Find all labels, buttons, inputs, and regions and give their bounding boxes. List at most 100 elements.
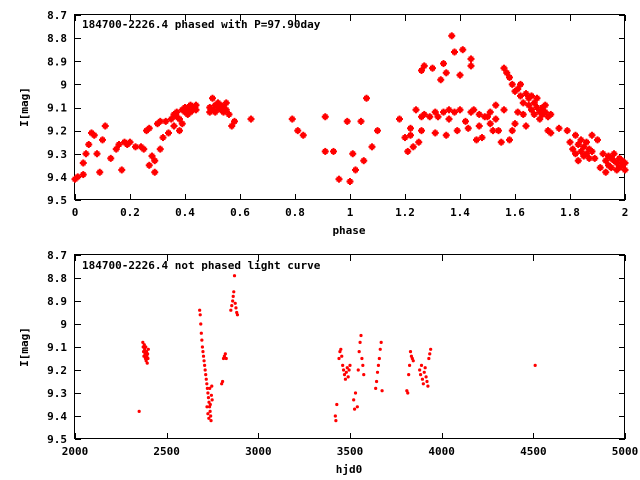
data-point: [74, 173, 82, 181]
data-point: [599, 150, 607, 158]
data-point: [616, 164, 623, 172]
data-point: [580, 143, 588, 151]
data-point: [137, 409, 141, 413]
data-point: [544, 127, 552, 135]
data-point: [539, 104, 546, 111]
data-point: [143, 127, 150, 135]
data-point: [341, 363, 345, 367]
x-tick-label: 0.4: [175, 206, 195, 219]
data-point: [492, 115, 500, 123]
data-point: [346, 178, 354, 185]
data-point: [206, 412, 210, 416]
data-point: [420, 62, 428, 70]
data-point: [475, 122, 483, 130]
y-tick-label: 9: [60, 318, 67, 331]
data-point: [519, 110, 527, 118]
data-point: [489, 127, 497, 135]
data-point: [217, 101, 225, 109]
data-point: [514, 108, 522, 116]
data-point: [206, 391, 210, 395]
data-point: [497, 138, 505, 146]
data-point: [85, 141, 93, 148]
x-tick-label: 1.2: [395, 206, 415, 219]
data-point: [118, 166, 126, 174]
data-point: [421, 382, 425, 386]
data-point: [374, 379, 379, 384]
data-point: [170, 110, 178, 118]
data-point: [233, 301, 237, 305]
data-point: [337, 356, 341, 361]
data-point: [222, 99, 230, 107]
data-point: [585, 154, 593, 162]
data-point: [519, 99, 527, 107]
data-point: [547, 110, 555, 118]
data-point: [357, 117, 365, 125]
data-point: [151, 157, 159, 165]
data-point: [528, 92, 535, 100]
chart-title-phased: 184700-2226.4 phased with P=97.90day: [82, 18, 321, 31]
data-point: [209, 94, 216, 102]
data-point: [228, 122, 236, 130]
data-point: [445, 115, 453, 123]
data-point: [412, 106, 420, 114]
data-point: [583, 150, 590, 158]
data-point: [198, 313, 202, 317]
data-point: [577, 136, 585, 144]
y-axis-label-phased: I[mag]: [18, 87, 31, 127]
data-point: [426, 384, 430, 388]
data-point: [407, 363, 412, 367]
data-point: [605, 152, 612, 160]
data-point: [591, 154, 599, 162]
x-tick-label: 2000: [62, 445, 89, 458]
data-point: [173, 108, 181, 116]
data-point: [209, 393, 213, 397]
data-point: [247, 115, 255, 123]
x-tick-label: 1.4: [450, 206, 470, 219]
data-point: [555, 124, 563, 132]
data-point: [470, 106, 478, 114]
data-point: [426, 113, 434, 121]
data-point: [206, 104, 214, 111]
y-tick-label: 9.2: [47, 364, 67, 377]
data-point: [409, 143, 417, 151]
data-point: [503, 69, 511, 77]
data-point: [440, 108, 447, 116]
data-point: [205, 386, 209, 390]
data-point: [170, 122, 178, 130]
data-point: [82, 150, 90, 158]
y-tick-label: 9.5: [47, 433, 67, 446]
data-point: [580, 152, 588, 160]
data-point: [411, 359, 415, 363]
data-point: [358, 340, 362, 344]
data-point: [220, 108, 227, 116]
data-point: [522, 122, 530, 130]
data-point: [115, 141, 123, 148]
data-point: [214, 104, 222, 111]
data-point: [396, 115, 403, 123]
data-point: [112, 145, 120, 153]
x-tick-label: 2500: [153, 445, 180, 458]
data-point: [610, 150, 618, 158]
data-point: [514, 85, 522, 93]
data-point: [192, 106, 200, 114]
data-point: [141, 340, 145, 344]
data-point: [202, 359, 206, 363]
data-point: [445, 106, 453, 114]
data-point: [93, 150, 101, 158]
data-point: [427, 356, 431, 361]
data-point: [146, 356, 150, 361]
data-point: [500, 106, 508, 114]
data-point: [374, 386, 378, 390]
data-point: [486, 108, 494, 116]
data-point: [401, 134, 409, 142]
data-point: [517, 80, 524, 88]
data-point: [357, 350, 361, 354]
data-point: [408, 350, 413, 354]
data-point: [569, 145, 577, 153]
data-point: [428, 352, 432, 356]
data-point: [231, 117, 238, 125]
data-point: [404, 147, 412, 155]
data-point: [356, 368, 360, 372]
y-tick-label: 9: [60, 78, 67, 91]
